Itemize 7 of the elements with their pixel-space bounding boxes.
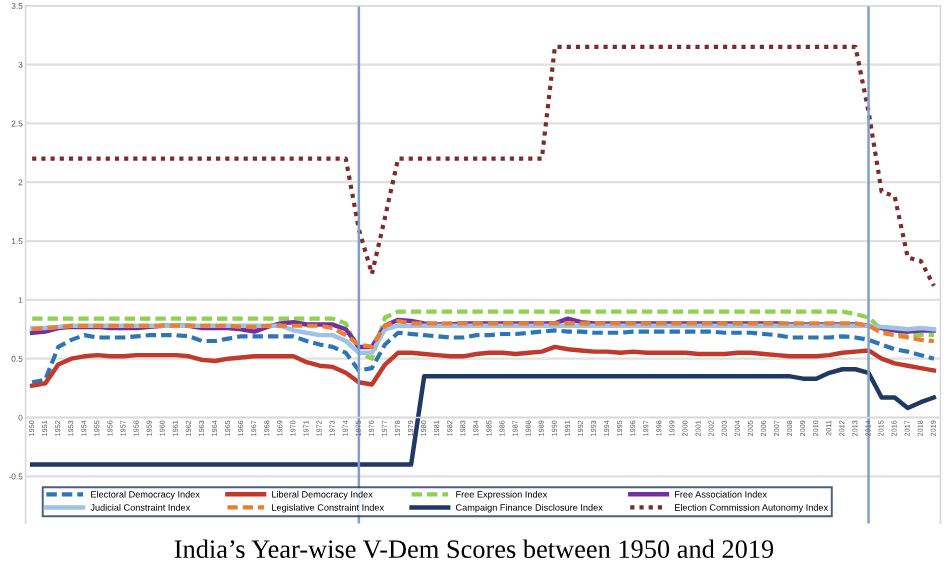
line-series — [29, 323, 937, 356]
line-series — [30, 44, 936, 288]
line-series — [29, 344, 937, 388]
text: India’s Year-wise V-Dem Scores between 1950 and 2019 — [174, 539, 774, 559]
line-series — [29, 367, 937, 467]
line-series — [30, 328, 936, 385]
line-series — [30, 309, 936, 361]
